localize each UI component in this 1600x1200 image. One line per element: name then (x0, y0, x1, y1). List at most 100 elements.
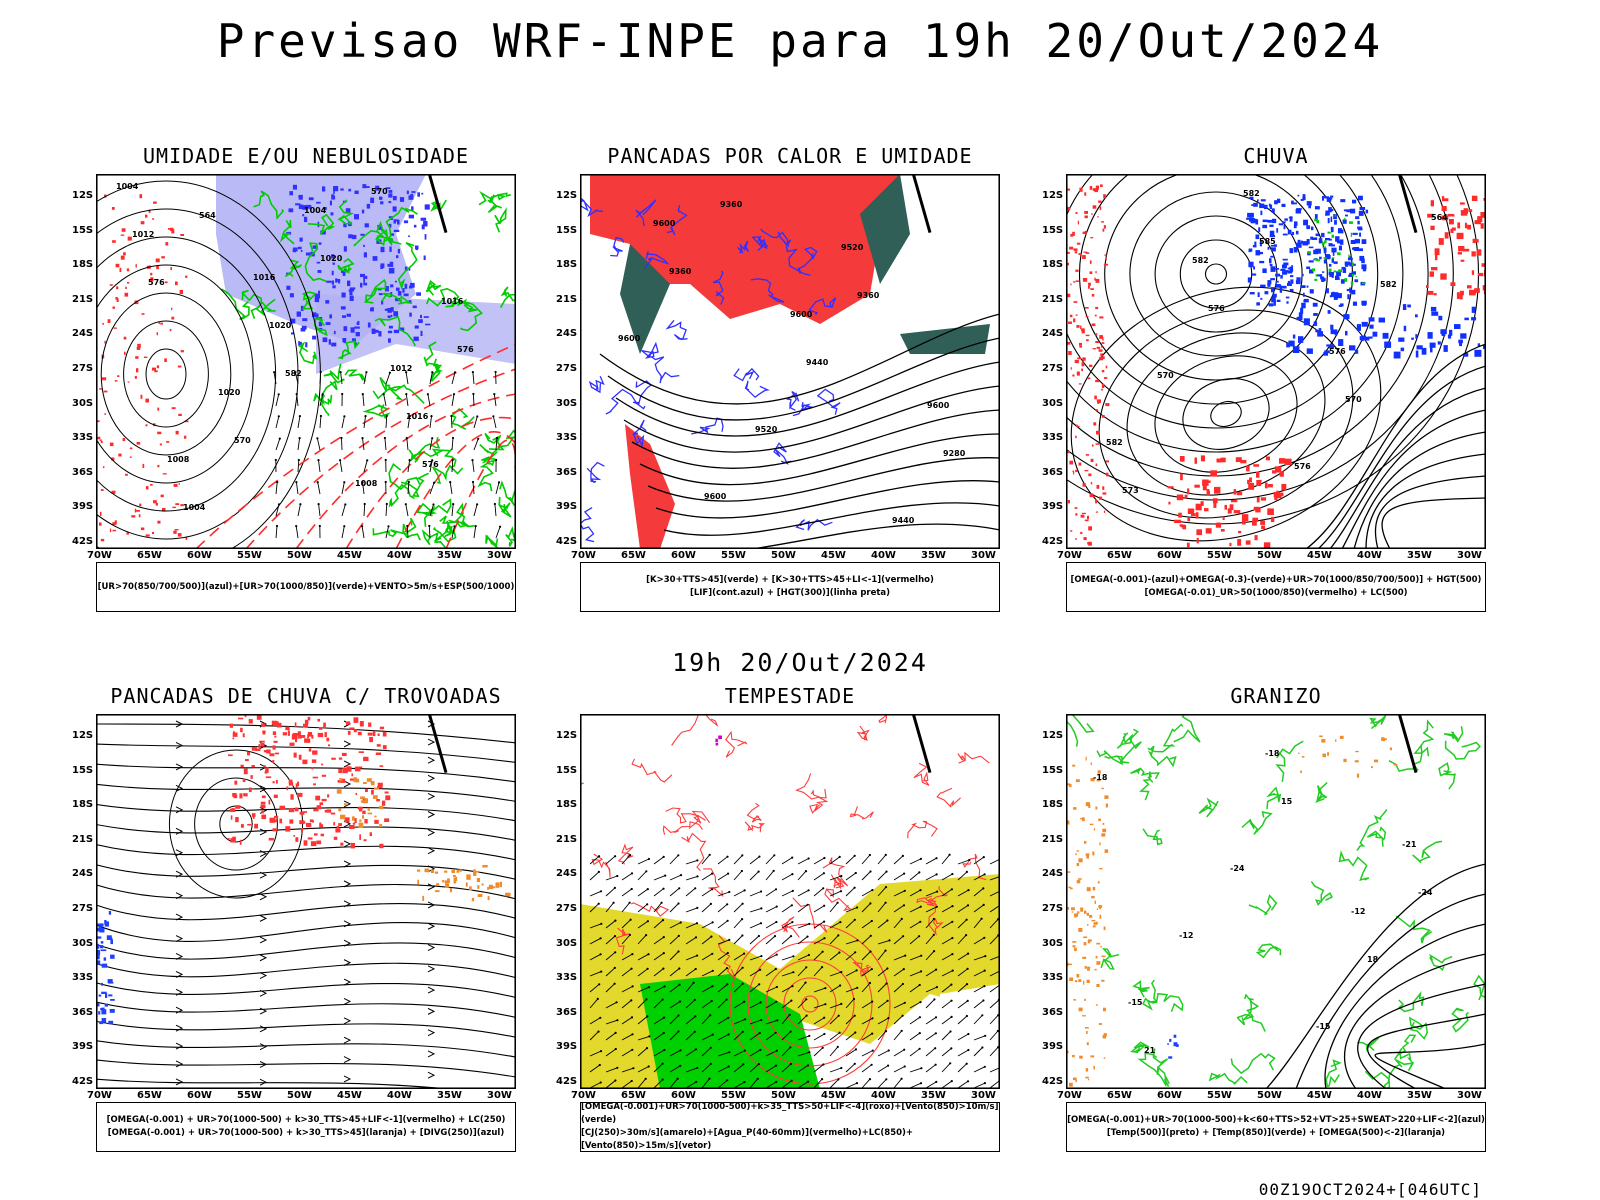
shaded-area (286, 184, 431, 348)
lat-label: 18S (72, 799, 94, 811)
legend-line: [K>30+TTS>45](verde) + [K>30+TTS>45+LI<-… (646, 575, 934, 585)
map-canvas (580, 714, 1000, 1089)
lon-label: 65W (137, 550, 162, 561)
mid-title: 19h 20/Out/2024 (672, 648, 928, 677)
contour-label: 582 (285, 369, 302, 378)
irregular-contours (1066, 714, 1486, 1089)
lon-label: 30W (1457, 1090, 1482, 1101)
run-footer: 00Z19OCT2024+[046UTC] (1258, 1180, 1482, 1199)
contour-label: 1020 (269, 321, 292, 330)
lat-label: 15S (72, 224, 94, 236)
shaded-area (1066, 756, 1109, 1087)
lon-label: 70W (571, 550, 596, 561)
lon-label: 30W (487, 1090, 512, 1101)
height-isolines (599, 313, 1000, 549)
shaded-area (1167, 1034, 1179, 1059)
contour-label: 9600 (653, 219, 676, 228)
lon-label: 35W (437, 550, 462, 561)
contour-label: 1020 (320, 254, 343, 263)
fill-region (620, 244, 670, 354)
lat-label: 39S (72, 1041, 94, 1053)
lon-label: 65W (1107, 550, 1132, 561)
lon-label: 30W (1457, 550, 1482, 561)
contour-label: 1016 (441, 297, 464, 306)
lat-label: 42S (1042, 1076, 1064, 1087)
contour-lines (96, 180, 321, 549)
shaded-area (1066, 184, 1110, 546)
legend-line: [Temp(500)](preto) + [Temp(850)](verde) … (1106, 1128, 1446, 1138)
contour-label: 576 (1329, 347, 1346, 356)
lat-label: 33S (556, 972, 578, 984)
legend-line: [OMEGA(-0.001)+UR>70(1000-500)+k<60+TTS>… (1067, 1115, 1485, 1125)
lat-label: 27S (556, 363, 578, 374)
lat-label: 18S (72, 259, 94, 271)
contour-label: 576 (148, 278, 165, 287)
contour-label: 9280 (943, 449, 966, 458)
panel-title: TEMPESTADE (724, 684, 856, 708)
legend-line: [LIF](cont.azul) + [HGT(300)](linha pret… (689, 588, 891, 598)
contour-label: 9600 (618, 334, 641, 343)
lat-label: 42S (556, 536, 578, 547)
lat-label: 27S (72, 903, 94, 914)
contour-label: 585 (1259, 237, 1276, 246)
map-frame (1066, 174, 1486, 549)
map-frame (96, 714, 516, 1089)
map-canvas: 9600 9600 9600 9600 9520 9600 9520 9440 9360 9440… (580, 174, 1000, 549)
lat-label: 12S (1042, 190, 1064, 201)
contour-label: -24 (1418, 888, 1433, 897)
contour-labels: -12 -15 -18 -21 -12 -15 -18 -24 18 21 15 -24 (1093, 749, 1433, 1055)
contour-label: 9360 (720, 200, 743, 209)
map-frame (580, 714, 1000, 1089)
lon-label: 45W (1307, 1090, 1332, 1101)
lat-label: 42S (72, 536, 94, 547)
lon-label: 40W (871, 1090, 896, 1101)
lon-label: 55W (237, 1090, 262, 1101)
lat-label: 36S (72, 466, 94, 478)
contour-label: 1004 (304, 206, 327, 215)
lat-label: 33S (1042, 432, 1064, 444)
lon-label: 30W (971, 550, 996, 561)
map-frame (580, 174, 1000, 549)
contour-label: 582 (1192, 256, 1209, 265)
contour-label: 582 (1243, 189, 1260, 198)
contour-label: 573 (1122, 486, 1139, 495)
shaded-area (1286, 304, 1486, 359)
map-panel: TEMPESTADE 12S 15S 18S 21S 24S 27S 30S 33S 36S 39S… (556, 684, 1000, 1174)
panel-title: PANCADAS POR CALOR E UMIDADE (607, 144, 973, 168)
lon-label: 60W (671, 1090, 696, 1101)
lat-label: 30S (72, 937, 94, 949)
lat-label: 33S (72, 972, 94, 984)
lon-label: 60W (187, 550, 212, 561)
lon-label: 35W (1407, 550, 1432, 561)
panel-title: GRANIZO (1230, 684, 1322, 708)
legend-line: [OMEGA(-0.001)+UR>70(1000-500)+k>35_TTS>… (581, 1102, 999, 1125)
lon-label: 70W (87, 1090, 112, 1101)
lat-label: 12S (72, 190, 94, 201)
panel-title: UMIDADE E/OU NEBULOSIDADE (142, 144, 470, 168)
lat-label: 39S (1042, 1041, 1064, 1053)
lon-label: 40W (387, 550, 412, 561)
lat-label: 30S (556, 397, 578, 409)
contour-label: 9600 (704, 492, 727, 501)
panel-legend: [OMEGA(-0.001) + UR>70(1000-500) + k>30_… (96, 1102, 516, 1152)
contour-label: -12 (1351, 907, 1365, 916)
lon-label: 35W (921, 550, 946, 561)
lat-label: 33S (556, 432, 578, 444)
lat-label: 30S (72, 397, 94, 409)
contour-label: 9360 (857, 291, 880, 300)
lat-label: 15S (556, 224, 578, 236)
contour-label: 1020 (218, 388, 241, 397)
lat-label: 15S (1042, 224, 1064, 236)
shaded-area (1167, 455, 1292, 549)
lon-label: 65W (1107, 1090, 1132, 1101)
lon-label: 45W (821, 550, 846, 561)
legend-line: [OMEGA(-0.001)-(azul)+OMEGA(-0.3)-(verde… (1070, 575, 1482, 585)
contour-label: 1012 (132, 230, 154, 239)
lat-label: 15S (1042, 764, 1064, 776)
irregular-contours (580, 196, 841, 543)
shaded-area (96, 911, 115, 1025)
contour-label: 564 (1431, 213, 1448, 222)
contour-label: 1012 (390, 364, 412, 373)
map-frame (1066, 714, 1486, 1089)
map-panel: PANCADAS POR CALOR E UMIDADE 9600 9600 9600… (556, 144, 1000, 634)
